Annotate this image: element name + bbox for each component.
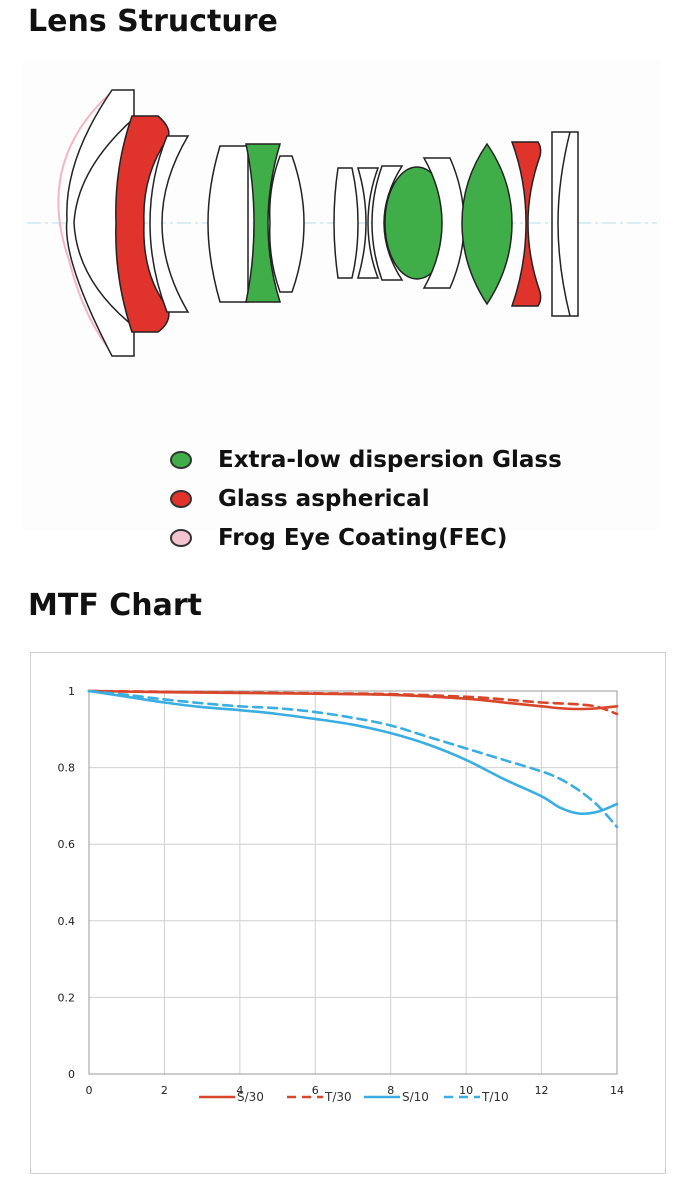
- ed-element-5: [245, 143, 282, 303]
- legend-entry-label: T/30: [324, 1090, 352, 1104]
- red-dot-icon: [170, 489, 192, 508]
- x-tick-label: 8: [387, 1084, 394, 1097]
- y-tick-label: 0.8: [58, 762, 76, 775]
- x-tick-label: 14: [610, 1084, 624, 1097]
- series-line-t-30: [87, 689, 619, 716]
- legend-entry-label: S/10: [402, 1090, 429, 1104]
- chart-legend: S/30 T/30 S/10 T/10: [199, 1090, 509, 1104]
- legend-item-ed-glass: Extra-low dispersion Glass: [170, 440, 562, 479]
- legend-entry-label: S/30: [237, 1090, 264, 1104]
- mtf-chart-panel: 0 0.2 0.4 0.6 0.8 1 0 2 4 6 8 10 12 14 S/30 T/30 S/10 T/…: [30, 652, 666, 1174]
- lens-element-1: [65, 89, 135, 357]
- x-tick-label: 10: [459, 1084, 473, 1097]
- aspherical-element-13: [510, 141, 542, 307]
- series-line-s-10: [87, 689, 619, 816]
- legend-item-fec: Frog Eye Coating(FEC): [170, 518, 562, 557]
- lens-element-11: [422, 157, 465, 289]
- lens-element-3: [149, 135, 190, 313]
- chart-series: [87, 689, 619, 829]
- chart-ticks: 00.20.40.60.810 2 4 6 8 10 12 14: [58, 685, 625, 1097]
- series-line-t-10: [87, 689, 619, 829]
- lens-element-6: [268, 155, 305, 293]
- legend-entry-label: T/10: [481, 1090, 509, 1104]
- y-tick-label: 0.6: [58, 838, 76, 851]
- x-tick-label: 4: [236, 1084, 243, 1097]
- lens-legend: Extra-low dispersion Glass Glass aspheri…: [170, 440, 562, 557]
- x-tick-label: 2: [161, 1084, 168, 1097]
- legend-item-aspherical: Glass aspherical: [170, 479, 562, 518]
- lens-element-7: [333, 167, 359, 279]
- x-tick-label: 12: [535, 1084, 549, 1097]
- lens-element-14: [551, 131, 579, 317]
- lens-structure-panel: Extra-low dispersion Glass Glass aspheri…: [22, 60, 662, 551]
- fec-coating-arc: [57, 89, 115, 356]
- plot-area-border: [88, 690, 618, 1075]
- legend-label: Glass aspherical: [218, 485, 430, 512]
- lens-diagram: [27, 89, 657, 357]
- chart-grid: [88, 690, 618, 1075]
- ed-element-12: [461, 142, 513, 306]
- lens-element-4: [207, 145, 249, 303]
- y-tick-label: 0.2: [58, 991, 76, 1004]
- legend-label: Extra-low dispersion Glass: [218, 446, 562, 473]
- mtf-chart: 00.20.40.60.810 2 4 6 8 10 12 14 S/30 T/30 S/10 T/…: [58, 685, 625, 1104]
- x-tick-label: 0: [86, 1084, 93, 1097]
- y-tick-label: 0.4: [58, 915, 76, 928]
- mtf-chart-title: MTF Chart: [28, 588, 203, 623]
- x-tick-label: 6: [312, 1084, 319, 1097]
- legend-label: Frog Eye Coating(FEC): [218, 524, 508, 551]
- y-tick-label: 1: [68, 685, 75, 698]
- y-tick-label: 0: [68, 1068, 75, 1081]
- lens-structure-title: Lens Structure: [28, 4, 278, 39]
- green-dot-icon: [170, 450, 192, 469]
- lens-element-14-inner: [557, 131, 571, 317]
- lens-element-8: [356, 167, 380, 279]
- pink-dot-icon: [170, 528, 192, 547]
- lens-element-1-inner: [73, 119, 133, 326]
